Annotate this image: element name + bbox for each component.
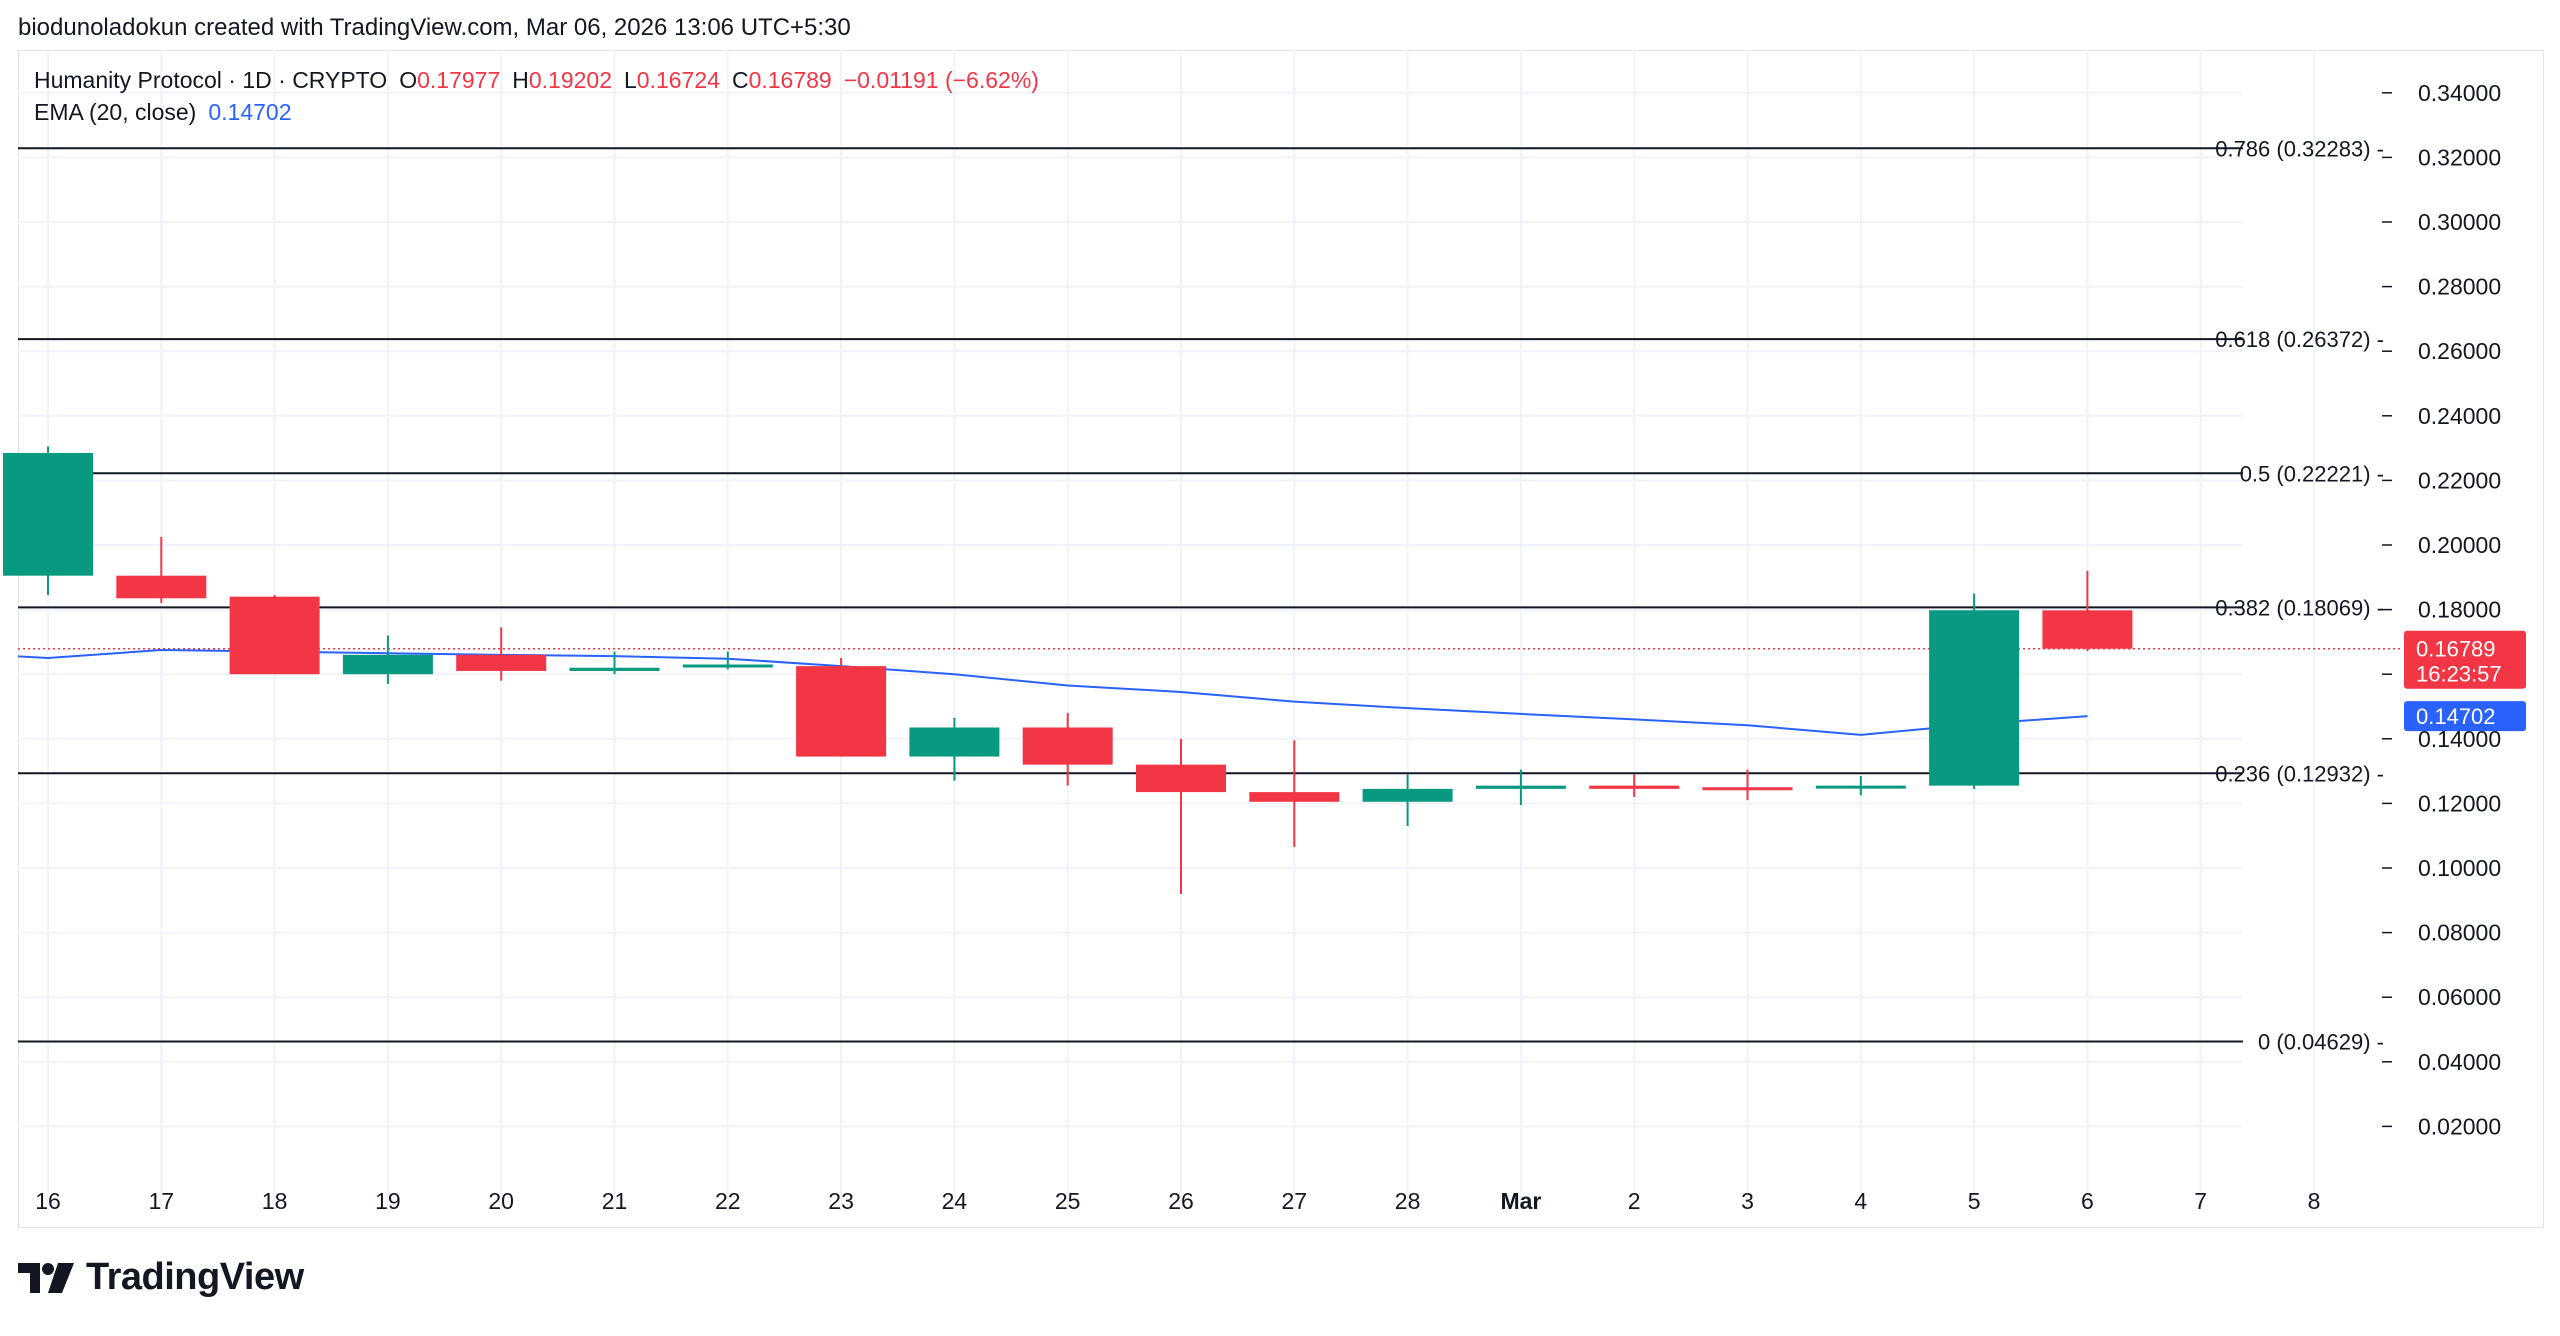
- tradingview-logo-text: TradingView: [86, 1256, 304, 1298]
- candle-body[interactable]: [569, 667, 660, 671]
- x-axis-tick-label: 28: [1395, 1188, 1421, 1214]
- x-axis-tick-label: 17: [149, 1188, 175, 1214]
- x-axis-tick-label: 26: [1168, 1188, 1194, 1214]
- legend-ema-row: EMA (20, close) 0.14702: [34, 96, 1039, 128]
- candle-body[interactable]: [1475, 785, 1566, 789]
- legend-ema-label[interactable]: EMA (20, close): [34, 99, 197, 125]
- x-axis-tick-label: 7: [2194, 1188, 2207, 1214]
- fib-level-label: 0 (0.04629) -: [2258, 1029, 2384, 1054]
- x-axis-tick-label: 21: [602, 1188, 628, 1214]
- tradingview-logo-icon: [18, 1262, 74, 1293]
- x-axis-tick-label: 27: [1282, 1188, 1308, 1214]
- candle-body[interactable]: [342, 654, 433, 675]
- ema-line[interactable]: [17, 648, 2088, 736]
- candle-body[interactable]: [1136, 764, 1226, 793]
- legend-ema-value: 0.14702: [208, 99, 292, 125]
- candle-body[interactable]: [2042, 610, 2133, 649]
- chart-legend: Humanity Protocol · 1D · CRYPTO O0.17977 H…: [34, 64, 1039, 128]
- legend-change: −0.01191 (−6.62%): [843, 67, 1039, 93]
- legend-open-value: 0.17977: [417, 67, 501, 93]
- chart-credit: biodunoladokun created with TradingView.…: [18, 14, 851, 41]
- chart-panel[interactable]: [18, 50, 2544, 1228]
- x-axis-tick-label: 16: [35, 1188, 61, 1214]
- legend-high-value: 0.19202: [528, 67, 612, 93]
- y-axis-tick-label: 0.10000: [2418, 855, 2501, 881]
- y-axis-tick-label: 0.26000: [2418, 338, 2501, 364]
- x-axis-tick-label: 6: [2081, 1188, 2094, 1214]
- candle-body[interactable]: [116, 575, 207, 599]
- fib-level-label: 0.786 (0.32283) -: [2215, 136, 2384, 161]
- candle-body[interactable]: [1362, 788, 1453, 802]
- x-axis-tick-label: 3: [1741, 1188, 1754, 1214]
- x-axis-tick-label: 4: [1854, 1188, 1867, 1214]
- x-axis-tick-label: 5: [1968, 1188, 1981, 1214]
- y-axis-tick-label: 0.28000: [2418, 274, 2501, 300]
- x-axis-tick-label: 8: [2308, 1188, 2321, 1214]
- y-axis-tick-label: 0.18000: [2418, 597, 2501, 623]
- x-axis-tick-label: 24: [942, 1188, 968, 1214]
- x-axis-tick-label: 20: [488, 1188, 514, 1214]
- y-axis-tick-label: 0.34000: [2418, 80, 2501, 106]
- candle-body[interactable]: [1249, 792, 1340, 802]
- y-axis-tick-label: 0.30000: [2418, 209, 2501, 235]
- y-axis-tick-label: 0.20000: [2418, 532, 2501, 558]
- fib-level-label: 0.618 (0.26372) -: [2215, 327, 2384, 352]
- y-axis-tick-label: 0.04000: [2418, 1049, 2501, 1075]
- fib-level-label: 0.382 (0.18069) -: [2215, 595, 2384, 620]
- last-price-tag-value: 0.16789: [2416, 637, 2496, 662]
- candle-body[interactable]: [1022, 727, 1113, 765]
- candle-body[interactable]: [1815, 785, 1906, 789]
- y-axis-tick-label: 0.24000: [2418, 403, 2501, 429]
- candle-body[interactable]: [1702, 787, 1793, 791]
- legend-high-label: H: [512, 67, 529, 93]
- candle-body[interactable]: [1589, 785, 1680, 789]
- x-axis-tick-label: 2: [1628, 1188, 1641, 1214]
- y-axis-tick-label: 0.22000: [2418, 467, 2501, 493]
- x-axis-tick-label: 25: [1055, 1188, 1081, 1214]
- x-axis-tick-label: Mar: [1500, 1188, 1541, 1214]
- y-axis-tick-label: 0.02000: [2418, 1113, 2501, 1139]
- tradingview-logo[interactable]: TradingView: [18, 1256, 304, 1299]
- fib-level-label: 0.236 (0.12932) -: [2215, 761, 2384, 786]
- legend-close-label: C: [731, 67, 749, 93]
- y-axis-tick-label: 0.32000: [2418, 144, 2501, 170]
- x-axis-tick-label: 19: [375, 1188, 401, 1214]
- candle-body[interactable]: [796, 666, 887, 757]
- candle-countdown: 16:23:57: [2416, 662, 2502, 687]
- candle-body[interactable]: [3, 452, 93, 576]
- ema-price-tag: [2404, 701, 2526, 732]
- x-axis-tick-label: 22: [715, 1188, 741, 1214]
- ema-price-tag-value: 0.14702: [2416, 704, 2496, 729]
- candle-body[interactable]: [1929, 610, 2020, 786]
- candle-body[interactable]: [229, 596, 320, 675]
- candle-body[interactable]: [456, 654, 547, 671]
- legend-ohlc-row: Humanity Protocol · 1D · CRYPTO O0.17977 H…: [34, 64, 1039, 96]
- y-axis-tick-label: 0.06000: [2418, 984, 2501, 1010]
- candle-body[interactable]: [909, 727, 1000, 757]
- legend-low-label: L: [624, 67, 637, 93]
- x-axis-tick-label: 23: [828, 1188, 854, 1214]
- legend-open-label: O: [399, 67, 418, 93]
- legend-close-value: 0.16789: [748, 67, 832, 93]
- legend-symbol[interactable]: Humanity Protocol · 1D · CRYPTO: [34, 67, 388, 93]
- y-axis-tick-label: 0.12000: [2418, 790, 2501, 816]
- last-price-tag: [2404, 630, 2526, 689]
- fib-level-label: 0.5 (0.22221) -: [2240, 461, 2384, 486]
- y-axis-tick-label: 0.08000: [2418, 920, 2501, 946]
- candle-body[interactable]: [682, 664, 773, 668]
- x-axis-tick-label: 18: [262, 1188, 288, 1214]
- legend-low-value: 0.16724: [636, 67, 720, 93]
